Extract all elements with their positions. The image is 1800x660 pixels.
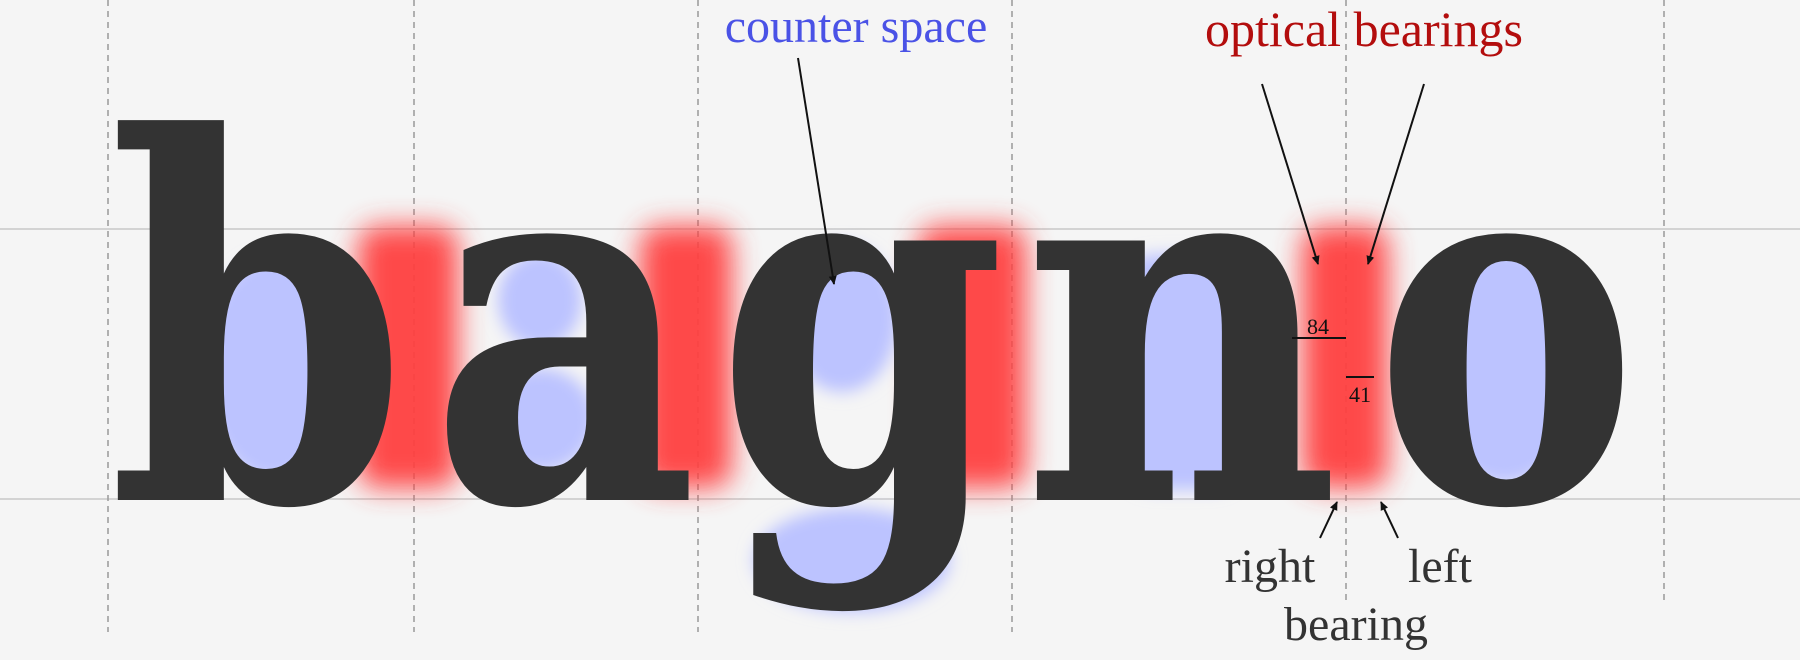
measure-right-value: 84 <box>1307 314 1329 339</box>
counter-space-a-lower <box>485 368 595 472</box>
optical-bearings-pointer-left <box>1366 83 1425 265</box>
measure-left-value: 41 <box>1349 382 1371 407</box>
letter-g: g <box>716 31 1006 618</box>
counter-space-a-upper <box>498 252 582 348</box>
left-bearing-arrow <box>1380 501 1399 539</box>
letter-o: o <box>1374 31 1638 618</box>
counter-spaces <box>202 244 1586 612</box>
letter-n: n <box>1022 31 1340 618</box>
optical-bearing-area <box>358 226 458 488</box>
counter-space-pointer <box>797 57 837 285</box>
letter-a: a <box>430 31 698 618</box>
counter-space-g-lower <box>754 508 950 612</box>
bearing-measurements: 84 41 <box>1292 314 1374 407</box>
optical-bearings-pointer-right <box>1261 83 1320 265</box>
optical-bearing-areas <box>358 226 1388 488</box>
right-bearing-arrow <box>1319 501 1338 539</box>
optical-bearing-area <box>640 226 732 488</box>
left-label: left <box>1408 540 1473 593</box>
counter-space-b <box>202 256 342 480</box>
right-label: right <box>1225 540 1316 593</box>
word-bagno: b a g n o <box>108 31 1638 618</box>
optical-bearing-area <box>1302 226 1388 488</box>
counter-space-g-upper <box>786 244 898 392</box>
counter-space-label: counter space <box>725 0 988 53</box>
bearing-label: bearing <box>1284 598 1428 651</box>
letter-b: b <box>108 31 408 618</box>
counter-space-n <box>1120 254 1246 490</box>
optical-bearings-label: optical bearings <box>1205 1 1523 57</box>
optical-bearing-area <box>918 226 1026 488</box>
counter-space-o <box>1422 248 1586 484</box>
